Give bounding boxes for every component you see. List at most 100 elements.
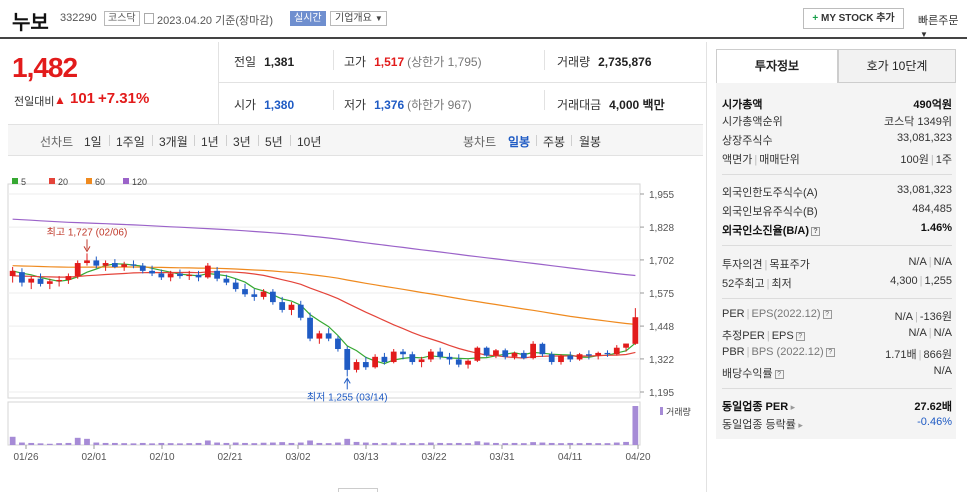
tab-3year[interactable]: 3년 bbox=[233, 135, 251, 149]
stat-value: 2,735,876 bbox=[598, 55, 652, 69]
tab-monthly[interactable]: 월봉 bbox=[579, 135, 602, 149]
candle-body bbox=[121, 264, 128, 267]
value: 1주 bbox=[935, 154, 952, 166]
volume-bar bbox=[112, 442, 118, 445]
stat-label: 거래량 bbox=[557, 55, 591, 69]
volume-bar bbox=[418, 443, 425, 445]
candlestick-chart-svg: 1,955 1,828 1,702 1,575 1,448 1,322 1,195 01/26… bbox=[7, 177, 691, 463]
candle-body bbox=[167, 273, 174, 278]
candle-body bbox=[613, 347, 620, 355]
candle-body bbox=[511, 352, 518, 357]
row-dividend: 배당수익률? N/A bbox=[722, 365, 952, 383]
tab-10year[interactable]: 10년 bbox=[297, 135, 322, 149]
volume-bar bbox=[483, 442, 490, 445]
company-overview-dropdown[interactable]: 기업개요 ▼ bbox=[330, 11, 387, 26]
help-icon[interactable]: ? bbox=[774, 370, 784, 379]
legend-label: 20 bbox=[58, 177, 68, 187]
y-tick-label: 1,702 bbox=[649, 256, 674, 267]
value: N/A bbox=[908, 256, 927, 268]
quick-order-button[interactable]: 빠른주문 ▼ bbox=[918, 12, 967, 40]
base-date: 2023.04.20 기준(장마감) bbox=[157, 15, 274, 27]
tab-3month[interactable]: 3개월 bbox=[159, 135, 188, 149]
min-price-annotation: 최저 1,255 (03/14) bbox=[307, 391, 388, 403]
plus-icon: + bbox=[812, 13, 819, 24]
tab-line-chart[interactable]: 선차트 bbox=[40, 135, 74, 149]
value: 1.46% bbox=[920, 222, 952, 234]
volume-bar bbox=[437, 442, 444, 445]
volume-bar bbox=[65, 442, 72, 445]
stats-col-divider bbox=[544, 50, 545, 70]
tab-weekly[interactable]: 주봉 bbox=[543, 135, 566, 149]
lower-limit: (하한가 967) bbox=[407, 98, 472, 112]
stat-label: 거래대금 bbox=[557, 98, 602, 112]
label: 외국인한도주식수(A) bbox=[722, 187, 818, 199]
help-icon[interactable]: ? bbox=[822, 310, 832, 319]
my-stock-add-button[interactable]: + MY STOCK 추가 bbox=[803, 8, 904, 29]
candle-body bbox=[390, 351, 397, 363]
x-tick-label: 02/01 bbox=[81, 452, 106, 463]
chart-scroll-handle[interactable] bbox=[338, 488, 378, 492]
stock-chart[interactable]: 1,955 1,828 1,702 1,575 1,448 1,322 1,195 01/26… bbox=[0, 160, 703, 492]
tab-1week[interactable]: 1주일 bbox=[116, 135, 145, 149]
stock-header: 누보 332290 코스닥 2023.04.20 기준(장마감) 실시간 기업개… bbox=[0, 0, 967, 40]
value: -0.46% bbox=[917, 416, 952, 428]
label: 매매단위 bbox=[759, 154, 800, 166]
row-face-value: 액면가 | 매매단위 100원 | 1주 bbox=[722, 154, 952, 166]
legend-swatch bbox=[12, 178, 18, 184]
volume-bar bbox=[307, 440, 313, 445]
candle-body bbox=[158, 273, 165, 278]
change-value: 101 bbox=[70, 90, 96, 107]
candle-body bbox=[539, 343, 546, 355]
value: N/A bbox=[933, 256, 952, 268]
x-tick-label: 03/31 bbox=[489, 452, 514, 463]
volume-legend-swatch bbox=[660, 407, 663, 415]
candle-body bbox=[65, 276, 72, 280]
candle-body bbox=[567, 355, 574, 360]
stat-open: 시가 1,380 bbox=[234, 96, 294, 113]
tab-candle-chart[interactable]: 봉차트 bbox=[463, 135, 497, 149]
candle-body bbox=[586, 354, 592, 356]
help-icon[interactable]: ? bbox=[811, 227, 820, 236]
y-tick-label: 1,575 bbox=[649, 289, 674, 300]
volume-bar bbox=[214, 442, 220, 445]
volume-bar bbox=[353, 441, 360, 445]
label: 시가총액순위 bbox=[722, 116, 783, 128]
stat-value: 1,380 bbox=[264, 98, 295, 112]
value: 27.62배 bbox=[914, 401, 952, 413]
volume-bar bbox=[502, 443, 509, 445]
candle-body bbox=[353, 362, 360, 370]
tab-1year[interactable]: 1년 bbox=[201, 135, 219, 149]
candle-body bbox=[74, 263, 81, 277]
label: PER bbox=[722, 308, 745, 320]
value: N/A bbox=[933, 327, 952, 339]
x-tick-label: 03/02 bbox=[285, 452, 310, 463]
candle-body bbox=[37, 278, 44, 284]
candle-body bbox=[130, 264, 137, 266]
row-market-cap-rank: 시가총액순위 코스닥 1349위 bbox=[722, 113, 952, 131]
help-icon[interactable]: ? bbox=[825, 348, 835, 357]
volume-bar bbox=[613, 442, 620, 445]
volume-bar bbox=[576, 443, 583, 445]
tab-1day[interactable]: 1일 bbox=[84, 135, 102, 149]
realtime-badge[interactable]: 실시간 bbox=[290, 11, 326, 26]
current-price: 1,482 bbox=[12, 52, 78, 83]
x-tick-label: 02/21 bbox=[217, 452, 242, 463]
candle-body bbox=[102, 263, 109, 266]
candle-body bbox=[465, 360, 471, 365]
help-icon[interactable]: ? bbox=[795, 332, 805, 341]
tab-5year[interactable]: 5년 bbox=[265, 135, 283, 149]
tab-daily[interactable]: 일봉 bbox=[508, 135, 531, 149]
label: 추정PER bbox=[722, 330, 765, 342]
chevron-down-icon: ▼ bbox=[374, 14, 383, 23]
value: 4,300 bbox=[890, 275, 918, 287]
stat-high: 고가 1,517 (상한가 1,795) bbox=[344, 53, 482, 70]
tab-10-level-quotes[interactable]: 호가 10단계 bbox=[838, 49, 956, 83]
company-overview-label: 기업개요 bbox=[335, 13, 372, 24]
y-tick-label: 1,195 bbox=[649, 388, 674, 399]
legend-label: 60 bbox=[95, 177, 105, 187]
value: 33,081,323 bbox=[896, 132, 952, 144]
tab-investment-info[interactable]: 투자정보 bbox=[716, 49, 838, 83]
row-listed-shares: 상장주식수 33,081,323 bbox=[722, 132, 952, 150]
label: EPS(2022.12) bbox=[751, 308, 821, 320]
candle-body bbox=[335, 338, 341, 350]
